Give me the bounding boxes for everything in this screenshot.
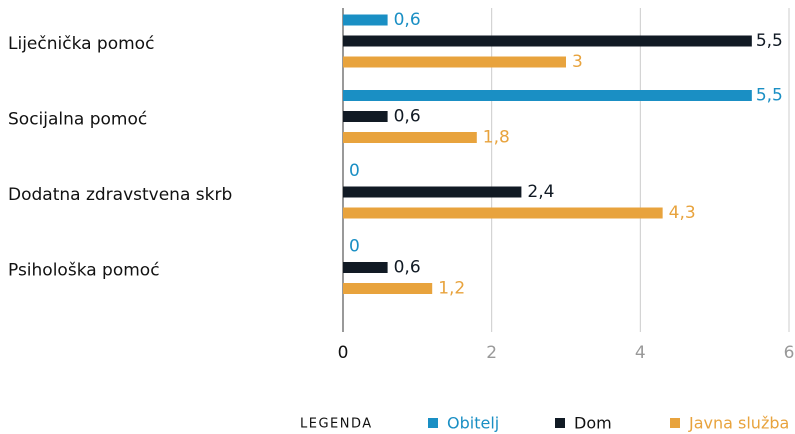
value-label: 1,8 (483, 128, 510, 148)
value-label: 5,5 (756, 86, 783, 106)
x-tick-label: 2 (486, 343, 497, 363)
legend-title: LEGENDA (300, 417, 373, 432)
legend-swatch (428, 418, 438, 428)
x-tick-label: 0 (338, 343, 349, 363)
value-label: 1,2 (438, 279, 465, 299)
legend-swatch (670, 418, 680, 428)
bar (343, 132, 477, 143)
bar (343, 35, 752, 47)
bar (343, 262, 388, 273)
bar (343, 283, 433, 294)
value-label: 0,6 (394, 258, 421, 278)
legend-swatch (555, 418, 565, 428)
legend-label: Obitelj (447, 414, 499, 433)
x-tick-label: 6 (784, 343, 795, 363)
bar (343, 14, 388, 26)
bar (343, 111, 388, 122)
value-label: 0,6 (394, 10, 421, 30)
legend-label: Javna služba (688, 414, 789, 433)
bar (343, 90, 752, 101)
x-tick-label: 4 (635, 343, 646, 363)
bar (343, 207, 663, 219)
category-label: Dodatna zdravstvena skrb (8, 185, 232, 205)
value-label: 5,5 (756, 31, 783, 51)
value-label: 4,3 (669, 203, 696, 223)
value-label: 0 (349, 161, 360, 181)
category-label: Socijalna pomoć (8, 110, 147, 130)
value-label: 2,4 (527, 182, 554, 202)
bar (343, 186, 522, 198)
category-label: Psihološka pomoć (8, 261, 160, 281)
value-label: 3 (572, 52, 583, 72)
value-label: 0 (349, 237, 360, 257)
bar (343, 56, 566, 68)
legend-label: Dom (574, 414, 612, 433)
category-label: Liječnička pomoć (8, 34, 154, 54)
value-label: 0,6 (394, 107, 421, 127)
